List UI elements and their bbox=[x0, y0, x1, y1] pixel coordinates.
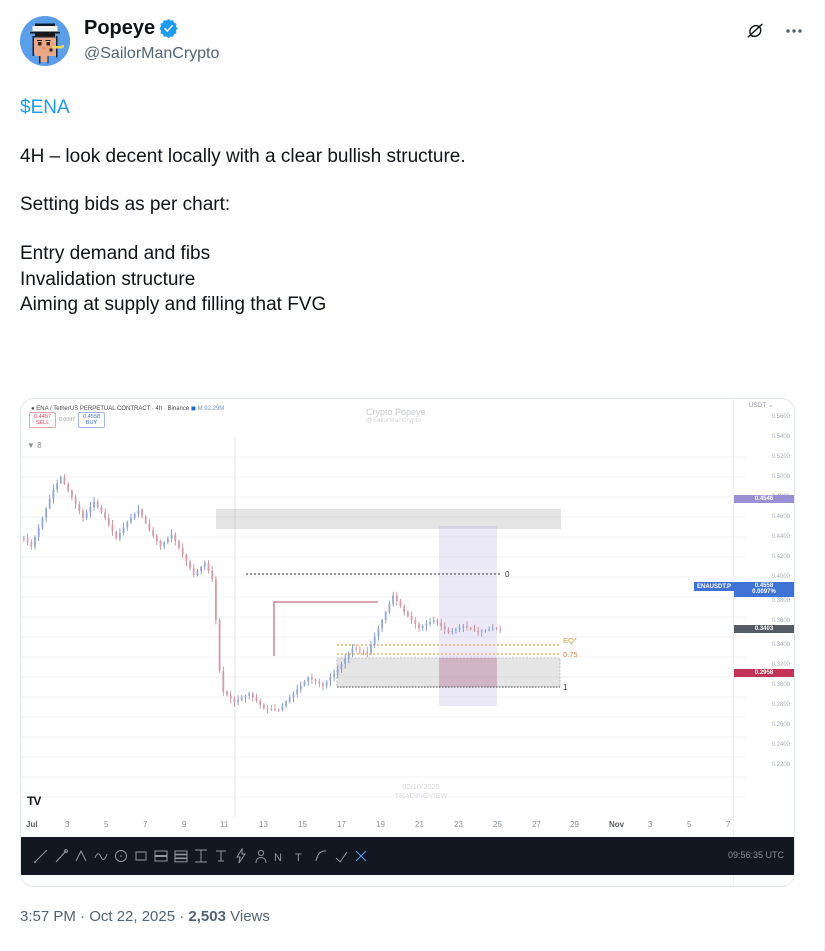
svg-text:N: N bbox=[274, 852, 282, 864]
svg-text:0: 0 bbox=[505, 570, 510, 579]
svg-text:1: 1 bbox=[563, 683, 568, 692]
svg-text:T: T bbox=[295, 852, 302, 864]
svg-text:0.75: 0.75 bbox=[563, 650, 578, 659]
svg-text:EQ*: EQ* bbox=[563, 636, 577, 645]
